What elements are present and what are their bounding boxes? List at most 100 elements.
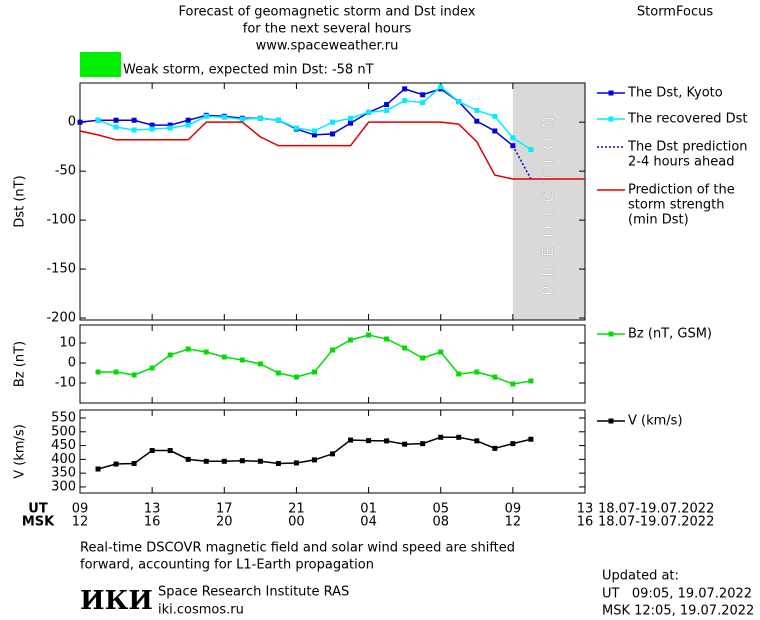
data-point xyxy=(203,458,209,464)
data-point xyxy=(474,369,480,375)
y-tick-label: 300 xyxy=(51,479,76,494)
data-point xyxy=(384,336,390,342)
data-point xyxy=(456,99,462,105)
msk-dates: 18.07-19.07.2022 xyxy=(598,515,714,530)
data-point xyxy=(149,365,155,371)
data-point xyxy=(528,147,534,153)
data-point xyxy=(239,458,245,464)
msk-tick-label: 12 xyxy=(72,515,89,530)
data-point xyxy=(492,113,498,119)
msk-tick-label: 00 xyxy=(288,515,305,530)
data-point xyxy=(257,361,263,367)
title-line: Forecast of geomagnetic storm and Dst in… xyxy=(178,5,475,20)
x-tick-label: 13 xyxy=(577,502,594,517)
data-point xyxy=(113,461,119,467)
legend-label: Bz (nT, GSM) xyxy=(628,327,712,342)
y-axis-label: V (km/s) xyxy=(13,424,28,479)
data-point xyxy=(510,441,516,447)
legend-label: The Dst prediction xyxy=(627,140,748,155)
data-point xyxy=(167,352,173,358)
ut-label: UT xyxy=(28,502,48,517)
data-point xyxy=(185,346,191,352)
y-tick-label: 500 xyxy=(51,424,76,439)
data-point xyxy=(492,445,498,451)
data-point xyxy=(131,372,137,378)
data-point xyxy=(293,374,299,380)
site: iki.cosmos.ru xyxy=(158,603,244,618)
y-axis-label: Dst (nT) xyxy=(13,175,28,227)
msk-tick-label: 16 xyxy=(144,515,161,530)
data-point xyxy=(239,357,245,363)
data-point xyxy=(492,374,498,380)
data-point xyxy=(330,347,335,353)
data-point xyxy=(149,126,155,132)
data-point xyxy=(293,460,299,466)
x-tick-label: 01 xyxy=(360,502,377,517)
data-point xyxy=(275,370,281,376)
legend-marker xyxy=(608,90,614,96)
title-line: www.spaceweather.ru xyxy=(256,39,399,54)
x-tick-label: 09 xyxy=(72,502,89,517)
institute: Space Research Institute RAS xyxy=(158,585,349,600)
legend-marker xyxy=(608,418,614,424)
footer-note: forward, accounting for L1-Earth propaga… xyxy=(80,558,374,573)
data-point xyxy=(131,460,137,466)
msk-tick-label: 12 xyxy=(505,515,522,530)
storm-indicator xyxy=(80,52,121,77)
updated-label: Updated at: xyxy=(602,569,679,584)
data-point xyxy=(311,369,317,375)
data-point xyxy=(510,381,516,387)
prediction-region xyxy=(512,83,585,320)
data-point xyxy=(366,109,372,115)
data-point xyxy=(420,355,426,361)
data-point xyxy=(384,438,390,444)
data-point xyxy=(275,117,281,123)
data-point xyxy=(474,438,480,444)
data-point xyxy=(402,86,408,92)
data-point xyxy=(131,117,137,123)
data-point xyxy=(221,458,227,464)
data-point xyxy=(366,438,372,444)
data-point xyxy=(438,434,444,440)
x-tick-label: 21 xyxy=(288,502,305,517)
y-tick-label: 450 xyxy=(51,438,76,453)
data-point xyxy=(167,122,173,128)
x-tick-label: 09 xyxy=(505,502,522,517)
data-point xyxy=(330,119,335,125)
data-point xyxy=(221,354,227,360)
data-point xyxy=(384,102,390,108)
plot-frame xyxy=(79,324,586,404)
prediction-label: PREDICTION xyxy=(538,107,557,295)
data-point xyxy=(492,128,498,134)
data-point xyxy=(311,457,317,463)
msk-label: MSK xyxy=(22,515,55,530)
data-point xyxy=(131,127,137,133)
data-point xyxy=(257,458,263,464)
data-point xyxy=(293,125,299,131)
y-tick-label: -200 xyxy=(46,311,76,326)
y-tick-label: -100 xyxy=(46,213,76,228)
y-axis-label: Bz (nT) xyxy=(13,341,28,387)
data-point xyxy=(456,371,462,377)
y-tick-label: 400 xyxy=(51,452,76,467)
series-line xyxy=(97,436,532,470)
y-tick-label: 550 xyxy=(51,410,76,425)
data-point xyxy=(185,122,191,128)
data-point xyxy=(167,125,173,131)
data-point xyxy=(221,114,227,120)
data-point xyxy=(167,448,173,454)
footer-note: Real-time DSCOVR magnetic field and sola… xyxy=(80,541,515,556)
y-tick-label: -50 xyxy=(55,164,76,179)
plot-frame xyxy=(79,409,586,494)
ut-dates: 18.07-19.07.2022 xyxy=(598,502,714,517)
data-point xyxy=(95,466,101,472)
data-point xyxy=(330,131,335,137)
data-point xyxy=(420,100,426,106)
data-point xyxy=(348,115,354,121)
data-point xyxy=(420,92,426,98)
data-point xyxy=(113,117,119,123)
data-point xyxy=(438,84,444,90)
data-point xyxy=(402,345,408,351)
data-point xyxy=(348,337,354,343)
